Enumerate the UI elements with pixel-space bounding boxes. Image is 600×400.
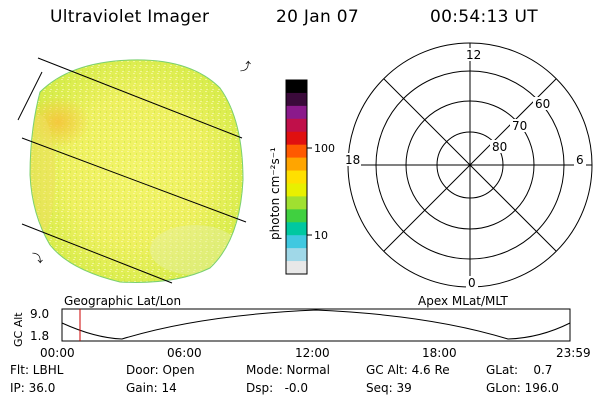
colorbar-band bbox=[286, 248, 307, 262]
timeline-right-title: Apex MLat/MLT bbox=[418, 294, 508, 308]
mlt-label-18: 18 bbox=[345, 153, 360, 167]
status-dsp: Dsp: -0.0 bbox=[246, 381, 309, 395]
timeline-left-title: Geographic Lat/Lon bbox=[64, 294, 181, 308]
timeline-ytick-9: 9.0 bbox=[30, 307, 49, 321]
status-mode: Mode: Normal bbox=[246, 363, 330, 377]
colorbar-unit-label: photon cm⁻²s⁻¹ bbox=[268, 147, 282, 240]
mlt-label-0: 0 bbox=[468, 276, 476, 290]
status-glat: GLat: 0.7 bbox=[486, 363, 553, 377]
app-title: Ultraviolet Imager bbox=[50, 7, 210, 27]
geographic-grid-lines bbox=[17, 57, 247, 284]
status-door: Door: Open bbox=[126, 363, 195, 377]
timeline-xtick-0000: 00:00 bbox=[40, 346, 75, 360]
colorbar-band bbox=[286, 183, 307, 197]
status-gc-alt: GC Alt: 4.6 Re bbox=[366, 363, 450, 377]
colorbar-band bbox=[286, 118, 307, 133]
lat-label-80: 80 bbox=[492, 140, 507, 154]
status-gain: Gain: 14 bbox=[126, 381, 177, 395]
timeline-ytick-1.8: 1.8 bbox=[30, 329, 49, 343]
colorbar-band bbox=[286, 170, 307, 184]
timeline-xtick-1200: 12:00 bbox=[295, 346, 330, 360]
colorbar-band bbox=[286, 196, 307, 210]
colorbar-band bbox=[286, 144, 307, 159]
timeline-ylabel: GC Alt bbox=[12, 312, 25, 347]
colorbar-band bbox=[286, 222, 307, 236]
colorbar-tick-100: 100 bbox=[314, 142, 335, 155]
timeline-xtick-1800: 18:00 bbox=[422, 346, 457, 360]
uv-earth-image bbox=[29, 59, 244, 283]
south-direction-glyph: ⤵ bbox=[32, 252, 43, 265]
colorbar-band bbox=[286, 209, 307, 223]
timeline-xtick-0600: 06:00 bbox=[167, 346, 202, 360]
status-seq: Seq: 39 bbox=[366, 381, 412, 395]
colorbar-band bbox=[286, 261, 307, 275]
colorbar-band bbox=[286, 105, 307, 120]
observation-time: 00:54:13 UT bbox=[430, 7, 538, 27]
colorbar-band bbox=[286, 235, 307, 249]
orbit-timeline: Geographic Lat/Lon Apex MLat/MLT GC Alt … bbox=[12, 294, 591, 360]
lat-label-60: 60 bbox=[535, 97, 550, 111]
mlt-label-6: 6 bbox=[576, 153, 584, 167]
status-filter: Flt: LBHL bbox=[10, 363, 64, 377]
lat-label-70: 70 bbox=[512, 119, 527, 133]
status-glon: GLon: 196.0 bbox=[486, 381, 559, 395]
colorbar-band bbox=[286, 80, 307, 94]
colorbar-band bbox=[286, 131, 307, 146]
status-ip: IP: 36.0 bbox=[10, 381, 56, 395]
mlt-label-12: 12 bbox=[466, 48, 481, 62]
timeline-xtick-2359: 23:59 bbox=[556, 346, 591, 360]
north-direction-glyph: ⤴ bbox=[240, 59, 251, 73]
colorbar bbox=[285, 79, 312, 275]
observation-date: 20 Jan 07 bbox=[276, 7, 359, 27]
colorbar-band bbox=[286, 92, 307, 107]
colorbar-band bbox=[286, 157, 307, 172]
colorbar-tick-10: 10 bbox=[314, 229, 328, 242]
polar-plot bbox=[347, 42, 593, 288]
